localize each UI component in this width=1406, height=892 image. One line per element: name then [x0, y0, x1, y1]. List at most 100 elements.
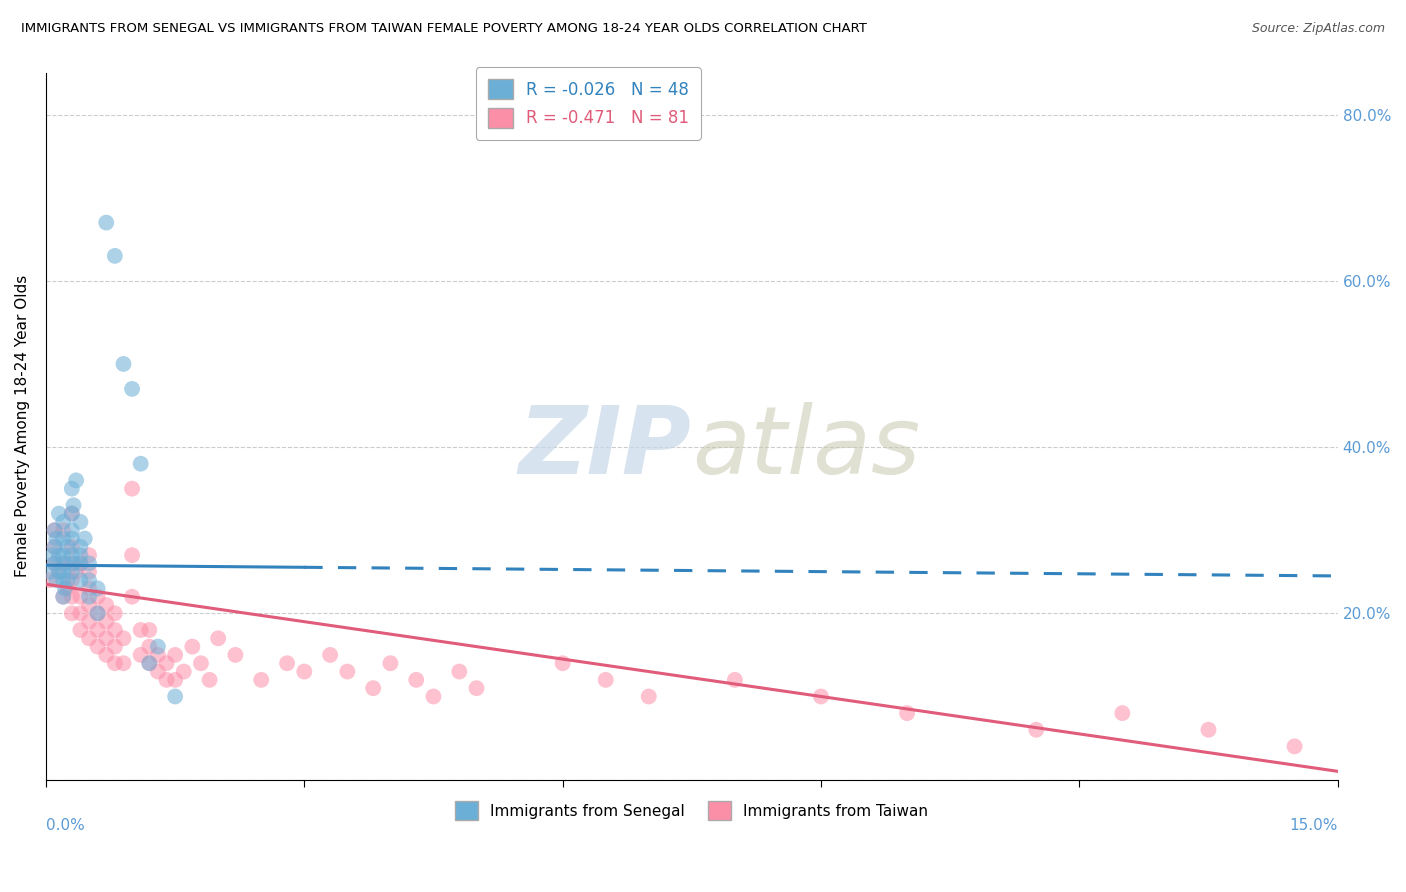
- Point: [422, 690, 444, 704]
- Point: [96, 615, 118, 629]
- Point: [77, 582, 100, 596]
- Point: [45, 532, 67, 546]
- Point: [146, 648, 169, 662]
- Point: [60, 590, 83, 604]
- Point: [129, 648, 152, 662]
- Point: [65, 565, 87, 579]
- Point: [52, 557, 75, 571]
- Point: [96, 632, 118, 646]
- Point: [86, 623, 108, 637]
- Point: [69, 548, 91, 562]
- Point: [62, 498, 84, 512]
- Point: [53, 582, 76, 596]
- Point: [52, 523, 75, 537]
- Point: [77, 565, 100, 579]
- Point: [104, 607, 127, 621]
- Point: [595, 673, 617, 687]
- Point: [129, 457, 152, 471]
- Point: [44, 540, 66, 554]
- Point: [60, 532, 83, 546]
- Point: [60, 507, 83, 521]
- Point: [181, 640, 204, 654]
- Point: [96, 648, 118, 662]
- Point: [173, 665, 195, 679]
- Point: [44, 523, 66, 537]
- Point: [52, 548, 75, 562]
- Point: [551, 657, 574, 671]
- Point: [73, 532, 96, 546]
- Point: [104, 249, 127, 263]
- Point: [810, 690, 832, 704]
- Point: [112, 657, 135, 671]
- Point: [69, 590, 91, 604]
- Point: [104, 623, 127, 637]
- Point: [44, 557, 66, 571]
- Text: 15.0%: 15.0%: [1289, 819, 1337, 833]
- Point: [60, 573, 83, 587]
- Point: [86, 582, 108, 596]
- Point: [52, 515, 75, 529]
- Point: [56, 582, 79, 596]
- Point: [69, 557, 91, 571]
- Point: [165, 648, 187, 662]
- Point: [44, 523, 66, 537]
- Point: [39, 573, 62, 587]
- Point: [138, 623, 160, 637]
- Point: [48, 565, 70, 579]
- Point: [60, 523, 83, 537]
- Point: [48, 507, 70, 521]
- Point: [276, 657, 298, 671]
- Point: [96, 598, 118, 612]
- Point: [190, 657, 212, 671]
- Point: [292, 665, 315, 679]
- Point: [53, 557, 76, 571]
- Point: [104, 657, 127, 671]
- Text: IMMIGRANTS FROM SENEGAL VS IMMIGRANTS FROM TAIWAN FEMALE POVERTY AMONG 18-24 YEA: IMMIGRANTS FROM SENEGAL VS IMMIGRANTS FR…: [21, 22, 868, 36]
- Point: [62, 557, 84, 571]
- Point: [44, 557, 66, 571]
- Point: [77, 590, 100, 604]
- Point: [155, 673, 177, 687]
- Point: [336, 665, 359, 679]
- Point: [77, 632, 100, 646]
- Point: [129, 623, 152, 637]
- Point: [465, 681, 488, 695]
- Point: [104, 640, 127, 654]
- Point: [69, 557, 91, 571]
- Point: [112, 357, 135, 371]
- Point: [60, 540, 83, 554]
- Point: [69, 623, 91, 637]
- Text: 0.0%: 0.0%: [46, 819, 84, 833]
- Point: [69, 573, 91, 587]
- Point: [86, 607, 108, 621]
- Point: [138, 657, 160, 671]
- Point: [77, 548, 100, 562]
- Point: [449, 665, 471, 679]
- Point: [42, 548, 65, 562]
- Point: [52, 590, 75, 604]
- Point: [77, 557, 100, 571]
- Point: [69, 515, 91, 529]
- Point: [155, 657, 177, 671]
- Point: [77, 615, 100, 629]
- Point: [86, 640, 108, 654]
- Point: [48, 548, 70, 562]
- Point: [86, 590, 108, 604]
- Point: [121, 590, 143, 604]
- Point: [69, 540, 91, 554]
- Point: [319, 648, 342, 662]
- Point: [45, 573, 67, 587]
- Point: [146, 665, 169, 679]
- Point: [250, 673, 273, 687]
- Point: [77, 573, 100, 587]
- Point: [165, 673, 187, 687]
- Point: [56, 573, 79, 587]
- Point: [52, 565, 75, 579]
- Point: [69, 607, 91, 621]
- Legend: Immigrants from Senegal, Immigrants from Taiwan: Immigrants from Senegal, Immigrants from…: [443, 789, 941, 832]
- Point: [60, 548, 83, 562]
- Point: [48, 565, 70, 579]
- Point: [96, 216, 118, 230]
- Point: [724, 673, 747, 687]
- Point: [224, 648, 246, 662]
